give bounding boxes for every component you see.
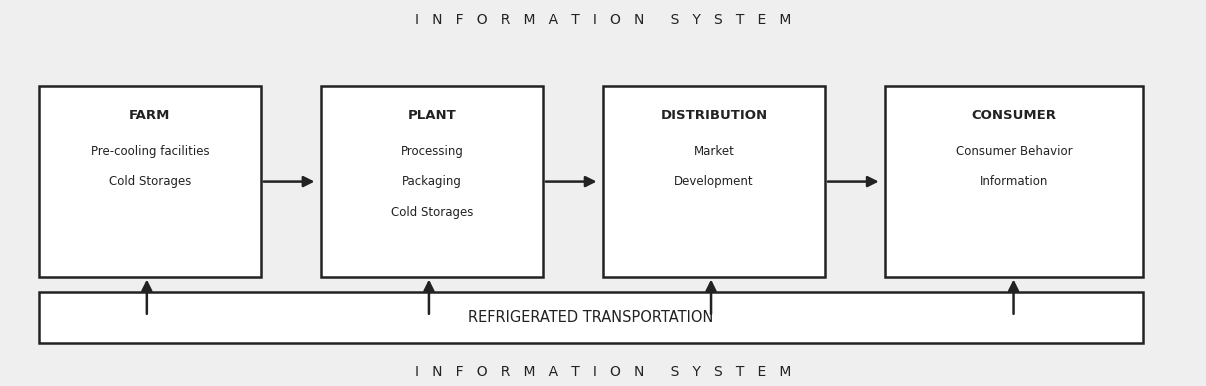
- Text: CONSUMER: CONSUMER: [972, 108, 1056, 122]
- Text: REFRIGERATED TRANSPORTATION: REFRIGERATED TRANSPORTATION: [468, 310, 714, 325]
- Text: I   N   F   O   R   M   A   T   I   O   N      S   Y   S   T   E   M: I N F O R M A T I O N S Y S T E M: [415, 13, 791, 27]
- Bar: [885, 86, 1143, 277]
- Text: Market: Market: [693, 145, 734, 157]
- Bar: [603, 86, 825, 277]
- Text: Information: Information: [980, 175, 1048, 188]
- Text: Cold Storages: Cold Storages: [391, 205, 473, 218]
- Text: PLANT: PLANT: [408, 108, 456, 122]
- Bar: [39, 86, 260, 277]
- Text: Consumer Behavior: Consumer Behavior: [956, 145, 1072, 157]
- Text: I   N   F   O   R   M   A   T   I   O   N      S   Y   S   T   E   M: I N F O R M A T I O N S Y S T E M: [415, 365, 791, 379]
- Text: Packaging: Packaging: [402, 175, 462, 188]
- Bar: [39, 292, 1143, 343]
- Text: DISTRIBUTION: DISTRIBUTION: [661, 108, 767, 122]
- Bar: [321, 86, 543, 277]
- Text: FARM: FARM: [129, 108, 170, 122]
- Text: Pre-cooling facilities: Pre-cooling facilities: [90, 145, 209, 157]
- Text: Cold Storages: Cold Storages: [109, 175, 191, 188]
- Text: Processing: Processing: [400, 145, 463, 157]
- Text: Development: Development: [674, 175, 754, 188]
